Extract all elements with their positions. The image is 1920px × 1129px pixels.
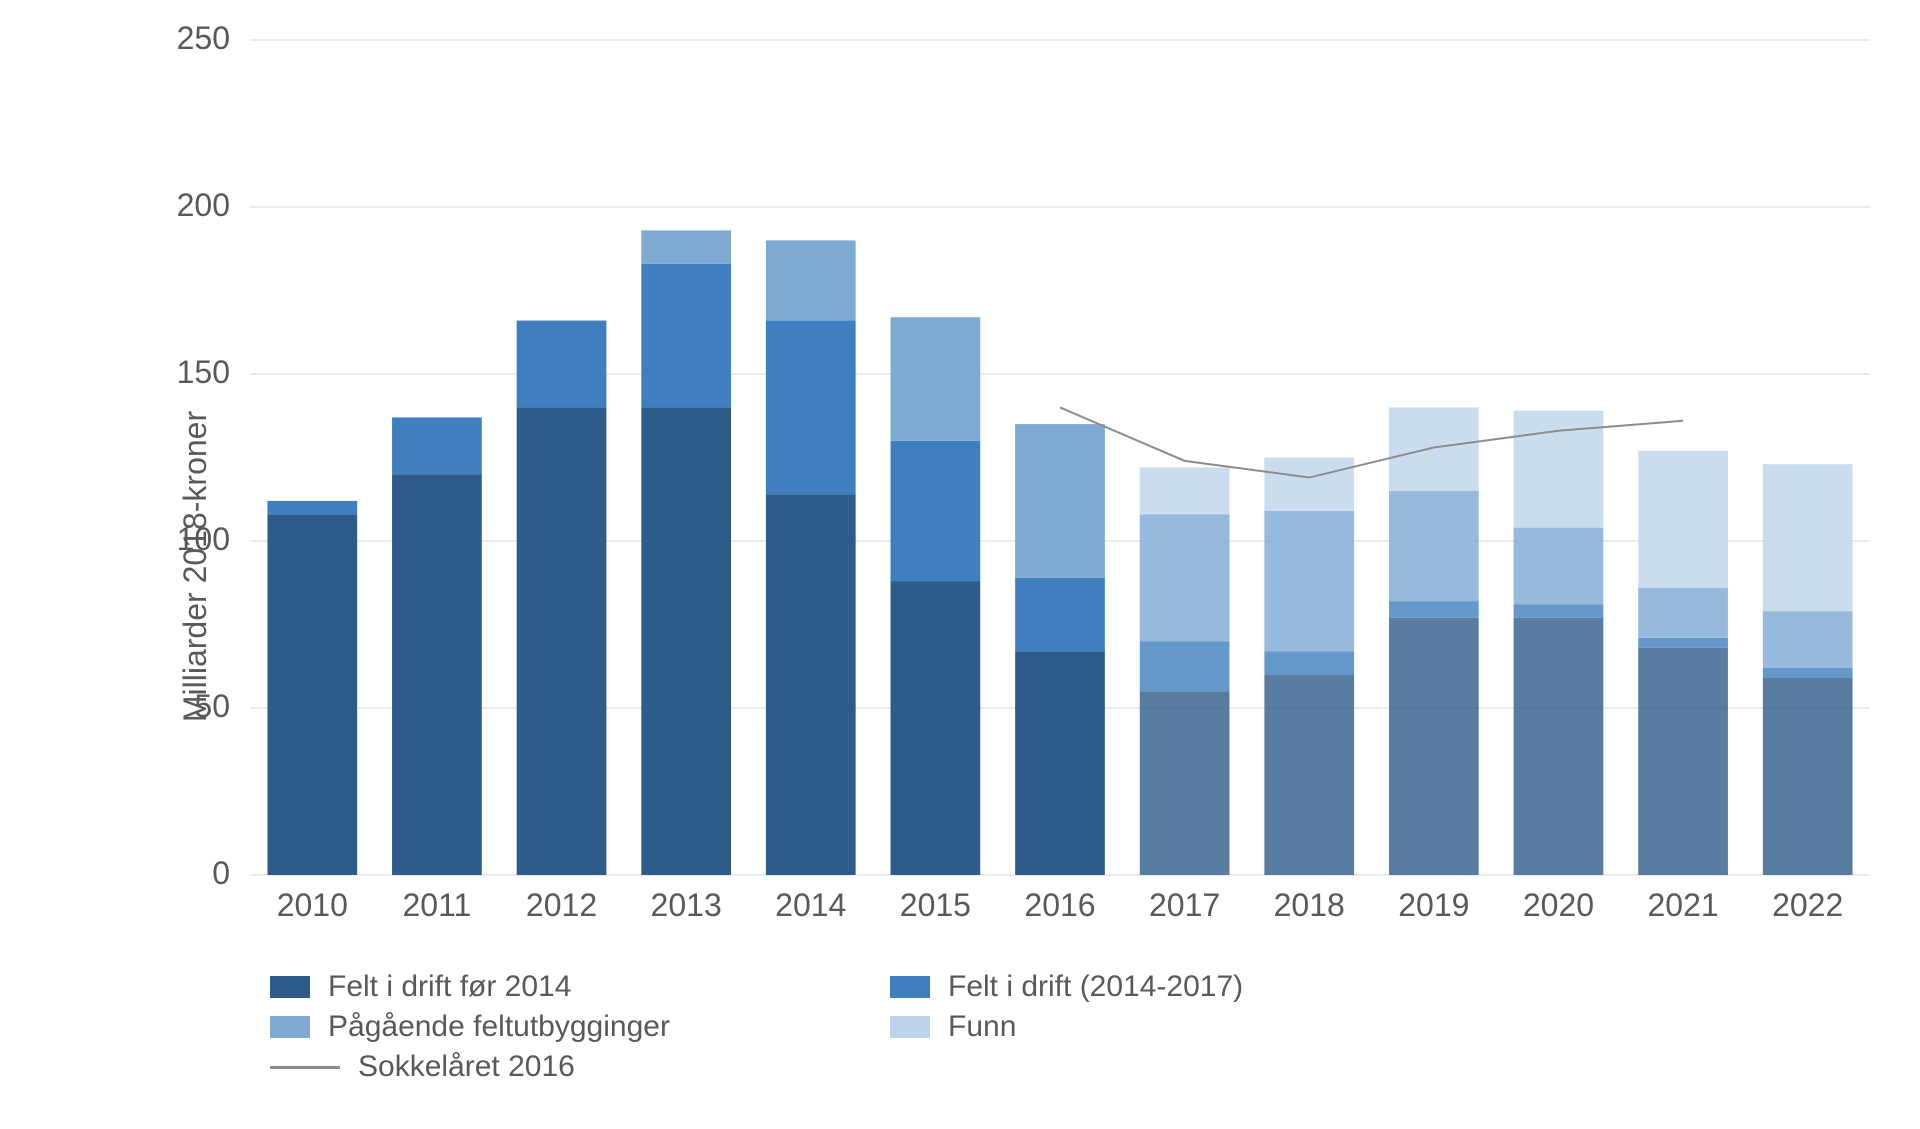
y-tick-label: 200 xyxy=(130,187,230,224)
legend-line-swatch xyxy=(270,1066,340,1069)
y-tick-label: 0 xyxy=(130,855,230,892)
y-tick-label: 150 xyxy=(130,354,230,391)
x-tick-label: 2014 xyxy=(748,887,873,924)
x-tick-label: 2018 xyxy=(1247,887,1372,924)
x-tick-label: 2010 xyxy=(250,887,375,924)
x-tick-label: 2020 xyxy=(1496,887,1621,924)
legend-label: Felt i drift før 2014 xyxy=(328,970,571,1004)
y-tick-label: 250 xyxy=(130,20,230,57)
legend-item: Felt i drift før 2014 xyxy=(270,970,830,1004)
x-tick-label: 2015 xyxy=(873,887,998,924)
legend-item: Pågående feltutbygginger xyxy=(270,1010,830,1044)
x-tick-label: 2021 xyxy=(1621,887,1746,924)
legend-swatch xyxy=(270,976,310,998)
legend-label: Felt i drift (2014-2017) xyxy=(948,970,1243,1004)
x-tick-label: 2012 xyxy=(499,887,624,924)
legend: Felt i drift før 2014 Felt i drift (2014-… xyxy=(270,970,1450,1090)
legend-swatch xyxy=(890,1016,930,1038)
y-tick-label: 100 xyxy=(130,521,230,558)
legend-label: Pågående feltutbygginger xyxy=(328,1010,670,1044)
x-tick-label: 2019 xyxy=(1372,887,1497,924)
x-tick-label: 2011 xyxy=(375,887,500,924)
chart-container: Milliarder 2018-kroner 0 50 100 150 200 250 2… xyxy=(0,0,1920,1129)
y-tick-label: 50 xyxy=(130,688,230,725)
plot-area xyxy=(0,0,1920,1129)
legend-item: Felt i drift (2014-2017) xyxy=(890,970,1450,1004)
legend-item: Sokkelåret 2016 xyxy=(270,1050,830,1084)
legend-label: Sokkelåret 2016 xyxy=(358,1050,575,1084)
legend-label: Funn xyxy=(948,1010,1016,1044)
legend-swatch xyxy=(270,1016,310,1038)
x-tick-label: 2022 xyxy=(1745,887,1870,924)
x-tick-label: 2017 xyxy=(1122,887,1247,924)
x-tick-label: 2013 xyxy=(624,887,749,924)
legend-item: Funn xyxy=(890,1010,1450,1044)
y-axis-title: Milliarder 2018-kroner xyxy=(177,410,214,721)
x-tick-label: 2016 xyxy=(998,887,1123,924)
legend-swatch xyxy=(890,976,930,998)
